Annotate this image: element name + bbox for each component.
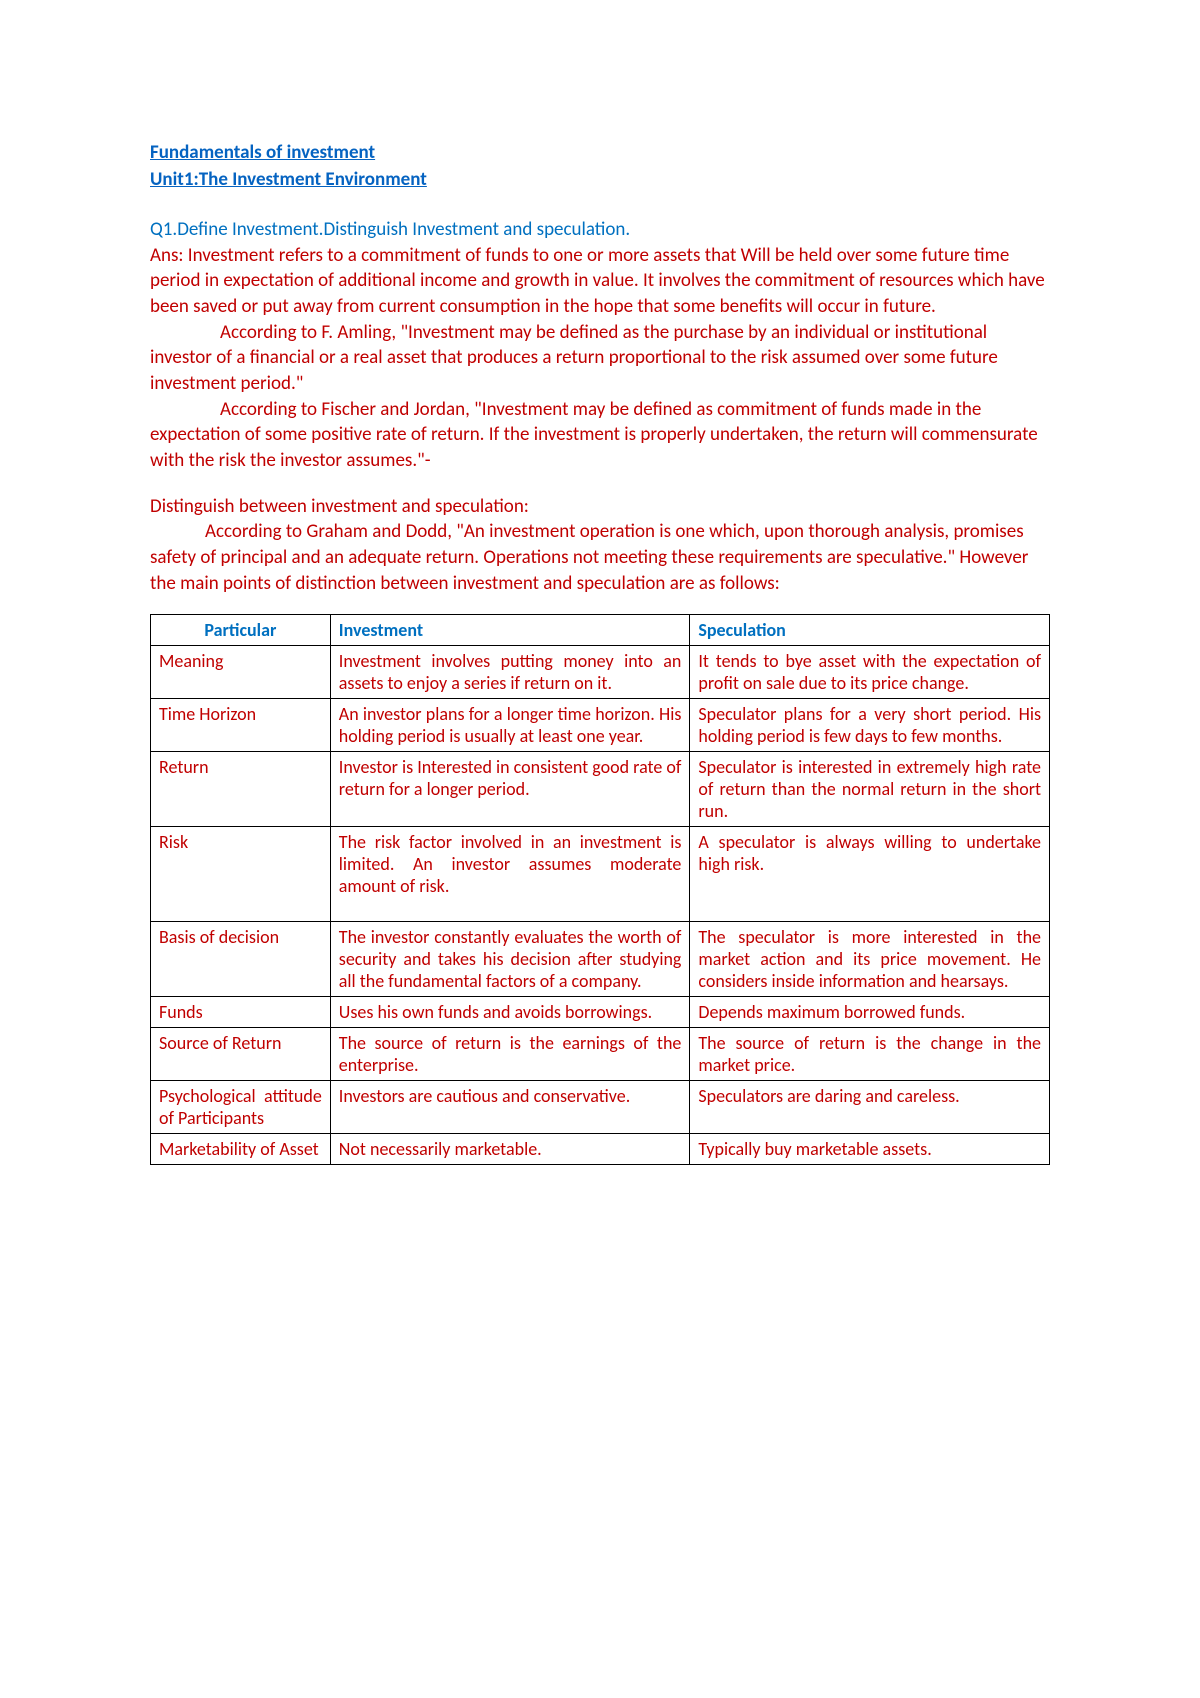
cell-speculation: The source of return is the change in th… — [690, 1028, 1050, 1081]
cell-investment: An investor plans for a longer time hori… — [330, 699, 690, 752]
th-speculation: Speculation — [690, 615, 1050, 646]
cell-particular: Meaning — [151, 646, 331, 699]
cell-particular: Time Horizon — [151, 699, 331, 752]
cell-particular: Source of Return — [151, 1028, 331, 1081]
comparison-table: Particular Investment Speculation Meanin… — [150, 614, 1050, 1165]
th-investment: Investment — [330, 615, 690, 646]
distinguish-body-text: According to Graham and Dodd, "An invest… — [150, 520, 1028, 594]
cell-investment: Not necessarily marketable. — [330, 1134, 690, 1165]
cell-speculation: A speculator is always willing to undert… — [690, 827, 1050, 922]
q1-question: Q1.Define Investment.Distinguish Investm… — [150, 217, 1050, 243]
cell-particular: Marketability of Asset — [151, 1134, 331, 1165]
title-line-2: Unit1:The Investment Environment — [150, 167, 1050, 194]
cell-investment: The investor constantly evaluates the wo… — [330, 922, 690, 997]
table-header-row: Particular Investment Speculation — [151, 615, 1050, 646]
ans-p1-text: Investment refers to a commitment of fun… — [150, 244, 1045, 318]
table-row: Source of Return The source of return is… — [151, 1028, 1050, 1081]
cell-investment: The risk factor involved in an investmen… — [330, 827, 690, 922]
cell-investment: Investors are cautious and conservative. — [330, 1081, 690, 1134]
cell-speculation: It tends to bye asset with the expectati… — [690, 646, 1050, 699]
cell-particular: Risk — [151, 827, 331, 922]
q1-answer: Ans: Investment refers to a commitment o… — [150, 243, 1050, 474]
cell-speculation: Speculator plans for a very short period… — [690, 699, 1050, 752]
cell-speculation: Speculators are daring and careless. — [690, 1081, 1050, 1134]
ans-p3-text: According to Fischer and Jordan, "Invest… — [150, 398, 1038, 472]
table-row: Funds Uses his own funds and avoids borr… — [151, 997, 1050, 1028]
title-line-1: Fundamentals of investment — [150, 140, 1050, 167]
ans-p2-text: According to F. Amling, "Investment may … — [150, 321, 998, 395]
cell-investment: Investor is Interested in consistent goo… — [330, 752, 690, 827]
distinguish-body: According to Graham and Dodd, "An invest… — [150, 519, 1050, 596]
ans-label: Ans: — [150, 244, 184, 267]
cell-particular: Funds — [151, 997, 331, 1028]
answer-p3: According to Fischer and Jordan, "Invest… — [150, 397, 1050, 474]
answer-p1: Ans: Investment refers to a commitment o… — [150, 243, 1050, 320]
table-row: Meaning Investment involves putting mone… — [151, 646, 1050, 699]
table-row: Basis of decision The investor constantl… — [151, 922, 1050, 997]
table-row: Risk The risk factor involved in an inve… — [151, 827, 1050, 922]
answer-p2: According to F. Amling, "Investment may … — [150, 320, 1050, 397]
table-row: Marketability of Asset Not necessarily m… — [151, 1134, 1050, 1165]
cell-particular: Return — [151, 752, 331, 827]
cell-investment: Uses his own funds and avoids borrowings… — [330, 997, 690, 1028]
th-particular: Particular — [151, 615, 331, 646]
doc-heading: Fundamentals of investment Unit1:The Inv… — [150, 140, 1050, 193]
table-row: Psychological attitude of Participants I… — [151, 1081, 1050, 1134]
distinguish-heading: Distinguish between investment and specu… — [150, 494, 1050, 520]
cell-speculation: Typically buy marketable assets. — [690, 1134, 1050, 1165]
table-row: Return Investor is Interested in consist… — [151, 752, 1050, 827]
table-row: Time Horizon An investor plans for a lon… — [151, 699, 1050, 752]
cell-speculation: Depends maximum borrowed funds. — [690, 997, 1050, 1028]
cell-particular: Psychological attitude of Participants — [151, 1081, 331, 1134]
document-page: Fundamentals of investment Unit1:The Inv… — [0, 0, 1200, 1365]
cell-speculation: The speculator is more interested in the… — [690, 922, 1050, 997]
cell-investment: The source of return is the earnings of … — [330, 1028, 690, 1081]
table-body: Meaning Investment involves putting mone… — [151, 646, 1050, 1165]
cell-particular: Basis of decision — [151, 922, 331, 997]
cell-speculation: Speculator is interested in extremely hi… — [690, 752, 1050, 827]
distinguish-section: Distinguish between investment and specu… — [150, 494, 1050, 597]
cell-investment: Investment involves putting money into a… — [330, 646, 690, 699]
